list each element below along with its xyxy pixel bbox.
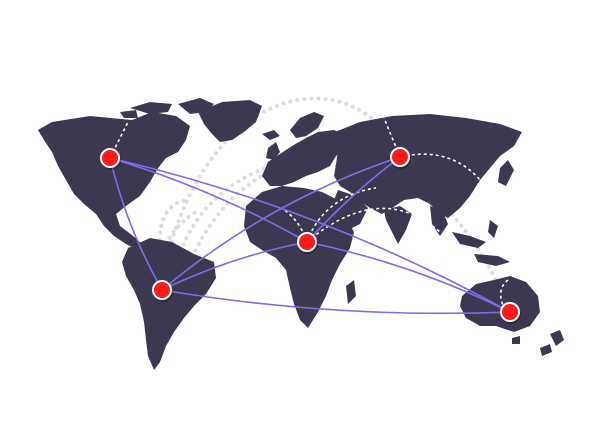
hub-node-south-america[interactable] bbox=[152, 280, 173, 302]
dotted-arc bbox=[168, 154, 402, 287]
red-location-dot-icon bbox=[152, 280, 172, 300]
dashed-link bbox=[306, 187, 377, 243]
red-location-dot-icon bbox=[297, 232, 317, 252]
red-location-dot-icon bbox=[100, 148, 120, 168]
route-line-south-america-to-africa bbox=[161, 241, 308, 291]
hub-node-africa[interactable] bbox=[297, 232, 318, 254]
route-line-north-america-to-australia bbox=[109, 157, 511, 313]
dashed-link bbox=[399, 153, 495, 205]
southeast-asia-landmass bbox=[430, 206, 510, 266]
greenland-landmass bbox=[198, 100, 262, 142]
north-america-landmass bbox=[38, 112, 190, 250]
new-zealand-landmass bbox=[540, 330, 564, 356]
india-landmass bbox=[384, 206, 412, 244]
dotted-arc bbox=[157, 198, 192, 277]
asia-landmass bbox=[330, 114, 522, 218]
route-line-africa-to-australia bbox=[306, 241, 511, 313]
dashed-link bbox=[281, 207, 308, 243]
south-america-landmass bbox=[122, 238, 216, 370]
route-line-south-america-to-asia bbox=[161, 156, 401, 291]
route-line-south-america-to-australia bbox=[161, 289, 511, 315]
hub-node-asia[interactable] bbox=[390, 147, 411, 169]
route-line-north-america-to-africa bbox=[109, 157, 308, 243]
route-line-north-america-to-south-america bbox=[109, 157, 163, 291]
british-isles bbox=[266, 142, 280, 160]
madagascar-landmass bbox=[346, 280, 356, 304]
europe-landmass bbox=[262, 130, 346, 186]
hub-node-north-america[interactable] bbox=[100, 148, 121, 170]
scandinavia-landmass bbox=[290, 112, 324, 138]
dashed-link bbox=[306, 207, 441, 243]
japan-landmass bbox=[498, 160, 514, 186]
nodes-layer bbox=[100, 147, 521, 324]
continents-layer bbox=[38, 98, 564, 370]
red-location-dot-icon bbox=[500, 302, 520, 322]
dashed-link bbox=[499, 279, 509, 311]
hub-node-australia[interactable] bbox=[500, 302, 521, 324]
arctic-islands bbox=[120, 98, 214, 118]
iceland-landmass bbox=[262, 130, 280, 140]
routes-layer bbox=[109, 156, 511, 315]
tasmania-landmass bbox=[512, 336, 520, 344]
route-line-africa-to-asia bbox=[306, 156, 401, 243]
australia-landmass bbox=[460, 276, 540, 332]
red-location-dot-icon bbox=[390, 147, 410, 167]
